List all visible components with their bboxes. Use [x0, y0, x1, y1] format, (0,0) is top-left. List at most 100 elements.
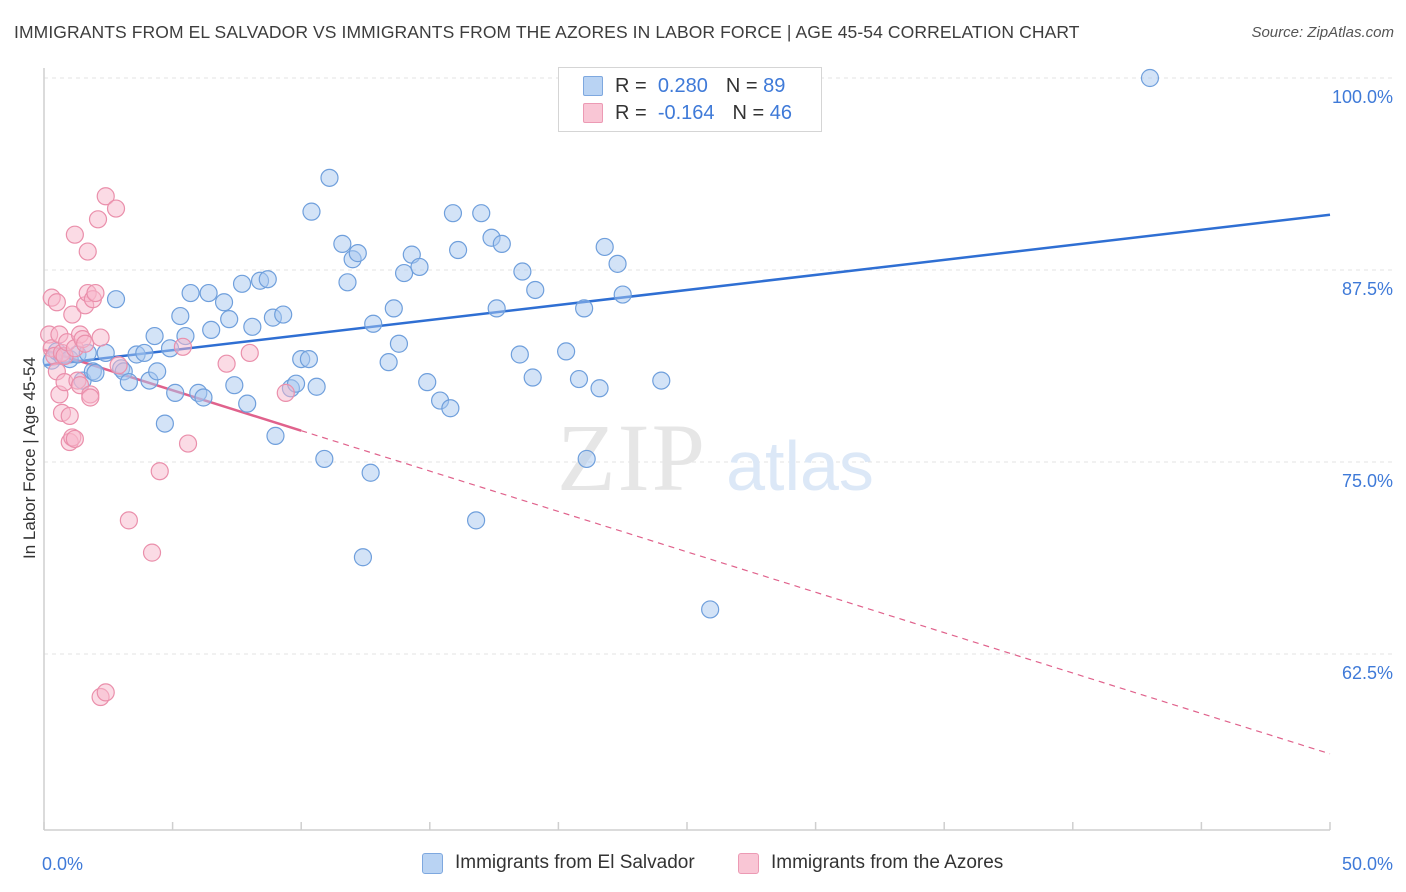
legend-r-value: 0.280	[657, 74, 708, 97]
point-el-salvador	[171, 306, 190, 326]
correlation-legend: R = 0.280 N = 89 R = -0.164 N = 46	[558, 67, 822, 132]
y-tick-label: 75.0%	[1342, 471, 1393, 491]
point-azores	[150, 462, 169, 481]
y-tick-label: 62.5%	[1342, 663, 1393, 683]
point-azores	[96, 683, 115, 702]
point-azores	[142, 543, 162, 562]
point-el-salvador	[394, 263, 414, 283]
legend-n-value: 89	[763, 74, 786, 97]
legend-swatch-pink	[738, 852, 759, 874]
point-el-salvador	[96, 343, 115, 363]
legend-r-label: R =	[615, 101, 647, 124]
point-el-salvador	[361, 463, 380, 482]
point-el-salvador	[441, 399, 460, 418]
y-tick-label: 87.5%	[1342, 279, 1393, 299]
series-legend: Immigrants from El Salvador Immigrants f…	[0, 850, 1406, 878]
point-el-salvador	[569, 369, 589, 389]
point-el-salvador	[384, 299, 403, 318]
point-el-salvador	[557, 342, 576, 361]
watermark-atlas: atlas	[726, 427, 874, 505]
point-azores	[178, 434, 198, 453]
point-el-salvador	[199, 283, 218, 303]
point-el-salvador	[214, 293, 234, 312]
point-azores	[86, 283, 105, 303]
point-el-salvador	[135, 343, 154, 363]
point-el-salvador	[472, 204, 491, 223]
point-el-salvador	[510, 345, 529, 364]
point-el-salvador	[575, 299, 594, 318]
point-el-salvador	[701, 600, 720, 619]
point-el-salvador	[225, 376, 244, 395]
point-el-salvador	[613, 285, 632, 304]
point-el-salvador	[353, 548, 373, 567]
legend-label: Immigrants from El Salvador	[455, 852, 695, 873]
point-el-salvador	[243, 317, 262, 336]
point-el-salvador	[418, 373, 437, 392]
point-el-salvador	[1140, 68, 1160, 88]
point-azores	[119, 511, 138, 530]
point-el-salvador	[315, 449, 334, 469]
point-el-salvador	[492, 234, 511, 253]
point-azores	[63, 305, 82, 324]
legend-n-label: N =	[732, 101, 765, 124]
legend-n-value: 46	[769, 101, 793, 124]
point-el-salvador	[523, 368, 542, 387]
point-el-salvador	[274, 305, 293, 324]
point-el-salvador	[238, 394, 257, 413]
point-el-salvador	[487, 299, 506, 318]
gridlines	[44, 77, 1392, 655]
point-azores	[78, 242, 97, 261]
point-el-salvador	[410, 257, 429, 277]
x-tick-label: 0.0%	[42, 854, 83, 874]
point-el-salvador	[379, 353, 398, 372]
point-azores	[240, 343, 259, 363]
point-el-salvador	[194, 388, 213, 407]
data-points	[40, 68, 1160, 707]
source-credit: Source: ZipAtlas.com	[1251, 24, 1394, 41]
watermark: ZIP atlas	[557, 404, 874, 511]
point-azores	[173, 337, 192, 356]
point-el-salvador	[526, 280, 545, 300]
legend-swatch-blue	[583, 76, 603, 96]
point-el-salvador	[119, 373, 138, 392]
point-el-salvador	[389, 334, 409, 353]
point-el-salvador	[307, 377, 326, 396]
legend-r-value: -0.164	[657, 101, 715, 124]
legend-n-label: N =	[725, 74, 758, 97]
point-azores	[81, 388, 100, 407]
point-el-salvador	[333, 234, 352, 253]
point-el-salvador	[577, 449, 596, 469]
point-el-salvador	[299, 349, 319, 369]
point-el-salvador	[106, 290, 126, 309]
legend-row-azores: R = -0.164 N = 46	[583, 101, 792, 125]
legend-item-azores[interactable]: Immigrants from the Azores	[738, 852, 1003, 874]
point-el-salvador	[155, 414, 174, 433]
point-el-salvador	[513, 262, 532, 281]
legend-item-el-salvador[interactable]: Immigrants from El Salvador	[422, 852, 695, 874]
point-el-salvador	[320, 168, 339, 187]
point-el-salvador	[590, 379, 609, 398]
point-azores	[47, 293, 66, 312]
axes	[43, 68, 1331, 831]
point-el-salvador	[302, 202, 321, 221]
legend-label: Immigrants from the Azores	[771, 852, 1004, 873]
point-azores	[60, 406, 79, 426]
legend-row-el-salvador: R = 0.280 N = 89	[583, 74, 785, 98]
point-el-salvador	[86, 363, 105, 383]
point-azores	[91, 328, 110, 347]
point-azores	[76, 334, 95, 353]
point-el-salvador	[338, 273, 357, 292]
point-azores	[65, 429, 84, 449]
point-azores	[106, 199, 126, 218]
point-azores	[65, 225, 84, 244]
point-el-salvador	[220, 310, 239, 329]
point-el-salvador	[202, 320, 221, 340]
point-el-salvador	[443, 204, 463, 223]
trend-line-azores-dashed	[301, 430, 1331, 755]
point-azores	[217, 354, 236, 373]
point-azores	[88, 210, 108, 229]
point-el-salvador	[466, 511, 486, 530]
trend-line-el-salvador	[43, 213, 1331, 367]
point-el-salvador	[181, 283, 200, 303]
